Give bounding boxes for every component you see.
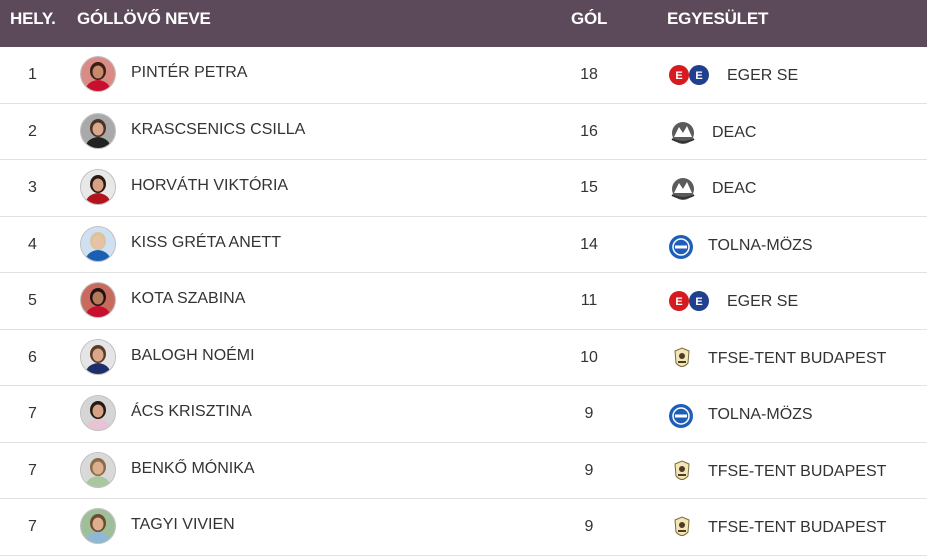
club-name-link[interactable]: DEAC	[712, 180, 757, 197]
goals-cell: 9	[584, 518, 594, 535]
player-avatar[interactable]	[80, 451, 116, 488]
rank-cell: 7	[28, 518, 37, 535]
table-row[interactable]: 7 BENKŐ MÓNIKA 9 TFSE-TENT BUDAPEST	[0, 443, 927, 499]
table-row[interactable]: 7 TAGYI VIVIEN 9 TFSE-TENT BUDAPEST	[0, 499, 927, 556]
club-column-header[interactable]: EGYESÜLET	[667, 9, 769, 28]
table-row[interactable]: 4 KISS GRÉTA ANETT 14 TOLNA-MÖZS	[0, 217, 927, 273]
club-name-link[interactable]: EGER SE	[727, 293, 799, 310]
deac-logo-icon[interactable]	[668, 121, 698, 150]
club-name-link[interactable]: DEAC	[712, 123, 757, 141]
player-name-link[interactable]: KISS GRÉTA ANETT	[131, 233, 281, 251]
goals-cell: 14	[580, 235, 598, 253]
table-row[interactable]: 7 ÁCS KRISZTINA 9 TOLNA-MÖZS	[0, 386, 927, 443]
player-name-link[interactable]: PINTÉR PETRA	[131, 64, 248, 81]
player-avatar[interactable]	[80, 338, 116, 375]
table-row[interactable]: 6 BALOGH NOÉMI 10 TFSE-TENT BUDAPEST	[0, 330, 927, 386]
player-name-link[interactable]: BALOGH NOÉMI	[131, 346, 255, 364]
club-name-link[interactable]: TFSE-TENT BUDAPEST	[708, 349, 887, 367]
goals-cell: 15	[580, 179, 598, 196]
deac-logo-icon[interactable]	[668, 177, 698, 206]
player-avatar[interactable]	[80, 395, 116, 431]
club-name-link[interactable]: TFSE-TENT BUDAPEST	[708, 462, 887, 480]
player-avatar[interactable]	[80, 225, 116, 262]
club-name-link[interactable]: TOLNA-MÖZS	[708, 236, 813, 254]
rank-column-header[interactable]: HELY.	[10, 9, 56, 28]
table-row[interactable]: 3 HORVÁTH VIKTÓRIA 15 DEAC	[0, 160, 927, 217]
player-name-link[interactable]: BENKŐ MÓNIKA	[131, 459, 255, 477]
rank-cell: 4	[28, 235, 37, 253]
rank-cell: 6	[28, 348, 37, 366]
svg-text:E: E	[675, 296, 682, 308]
goals-cell: 9	[584, 405, 594, 422]
goals-cell: 18	[580, 66, 598, 83]
rank-cell: 2	[28, 122, 37, 140]
player-name-link[interactable]: TAGYI VIVIEN	[131, 516, 235, 533]
rank-cell: 1	[28, 66, 37, 83]
club-name-link[interactable]: TFSE-TENT BUDAPEST	[708, 519, 887, 536]
svg-text:E: E	[695, 296, 702, 308]
scorer-name-column-header[interactable]: GÓLLÖVŐ NEVE	[77, 9, 211, 28]
rank-cell: 7	[28, 461, 37, 479]
player-avatar[interactable]	[80, 282, 116, 318]
club-name-link[interactable]: TOLNA-MÖZS	[708, 406, 813, 423]
rank-cell: 5	[28, 292, 37, 309]
player-name-link[interactable]: KOTA SZABINA	[131, 290, 246, 307]
rank-cell: 7	[28, 405, 37, 422]
table-row[interactable]: 2 KRASCSENICS CSILLA 16 DEAC	[0, 104, 927, 160]
club-name-link[interactable]: EGER SE	[727, 67, 799, 84]
tolna-mozs-logo-icon[interactable]	[668, 234, 694, 265]
goals-cell: 16	[580, 122, 598, 140]
tfse-logo-icon[interactable]	[672, 516, 692, 545]
player-avatar[interactable]	[80, 112, 116, 149]
player-name-link[interactable]: KRASCSENICS CSILLA	[131, 120, 306, 138]
player-avatar[interactable]	[80, 169, 116, 205]
table-row[interactable]: 1 PINTÉR PETRA 18 E E EGER SE	[0, 47, 927, 104]
tfse-logo-icon[interactable]	[672, 459, 692, 489]
goals-cell: 9	[584, 461, 594, 479]
svg-text:E: E	[675, 70, 682, 82]
goals-column-header[interactable]: GÓL	[571, 9, 608, 28]
table-header: HELY. GÓLLÖVŐ NEVE GÓL EGYESÜLET	[0, 0, 927, 47]
table-row[interactable]: 5 KOTA SZABINA 11 E E EGER SE	[0, 273, 927, 330]
scorers-table-body: 1 PINTÉR PETRA 18 E E EGER SE 2 KRASCSENICS CSI…	[0, 47, 927, 556]
svg-text:E: E	[695, 70, 702, 82]
tfse-logo-icon[interactable]	[672, 346, 692, 376]
goals-cell: 11	[580, 292, 598, 309]
goals-cell: 10	[580, 348, 598, 366]
tolna-mozs-logo-icon[interactable]	[668, 403, 694, 434]
player-avatar[interactable]	[80, 56, 116, 92]
player-avatar[interactable]	[80, 508, 116, 544]
rank-cell: 3	[28, 179, 37, 196]
player-name-link[interactable]: ÁCS KRISZTINA	[131, 403, 252, 420]
player-name-link[interactable]: HORVÁTH VIKTÓRIA	[131, 177, 289, 194]
